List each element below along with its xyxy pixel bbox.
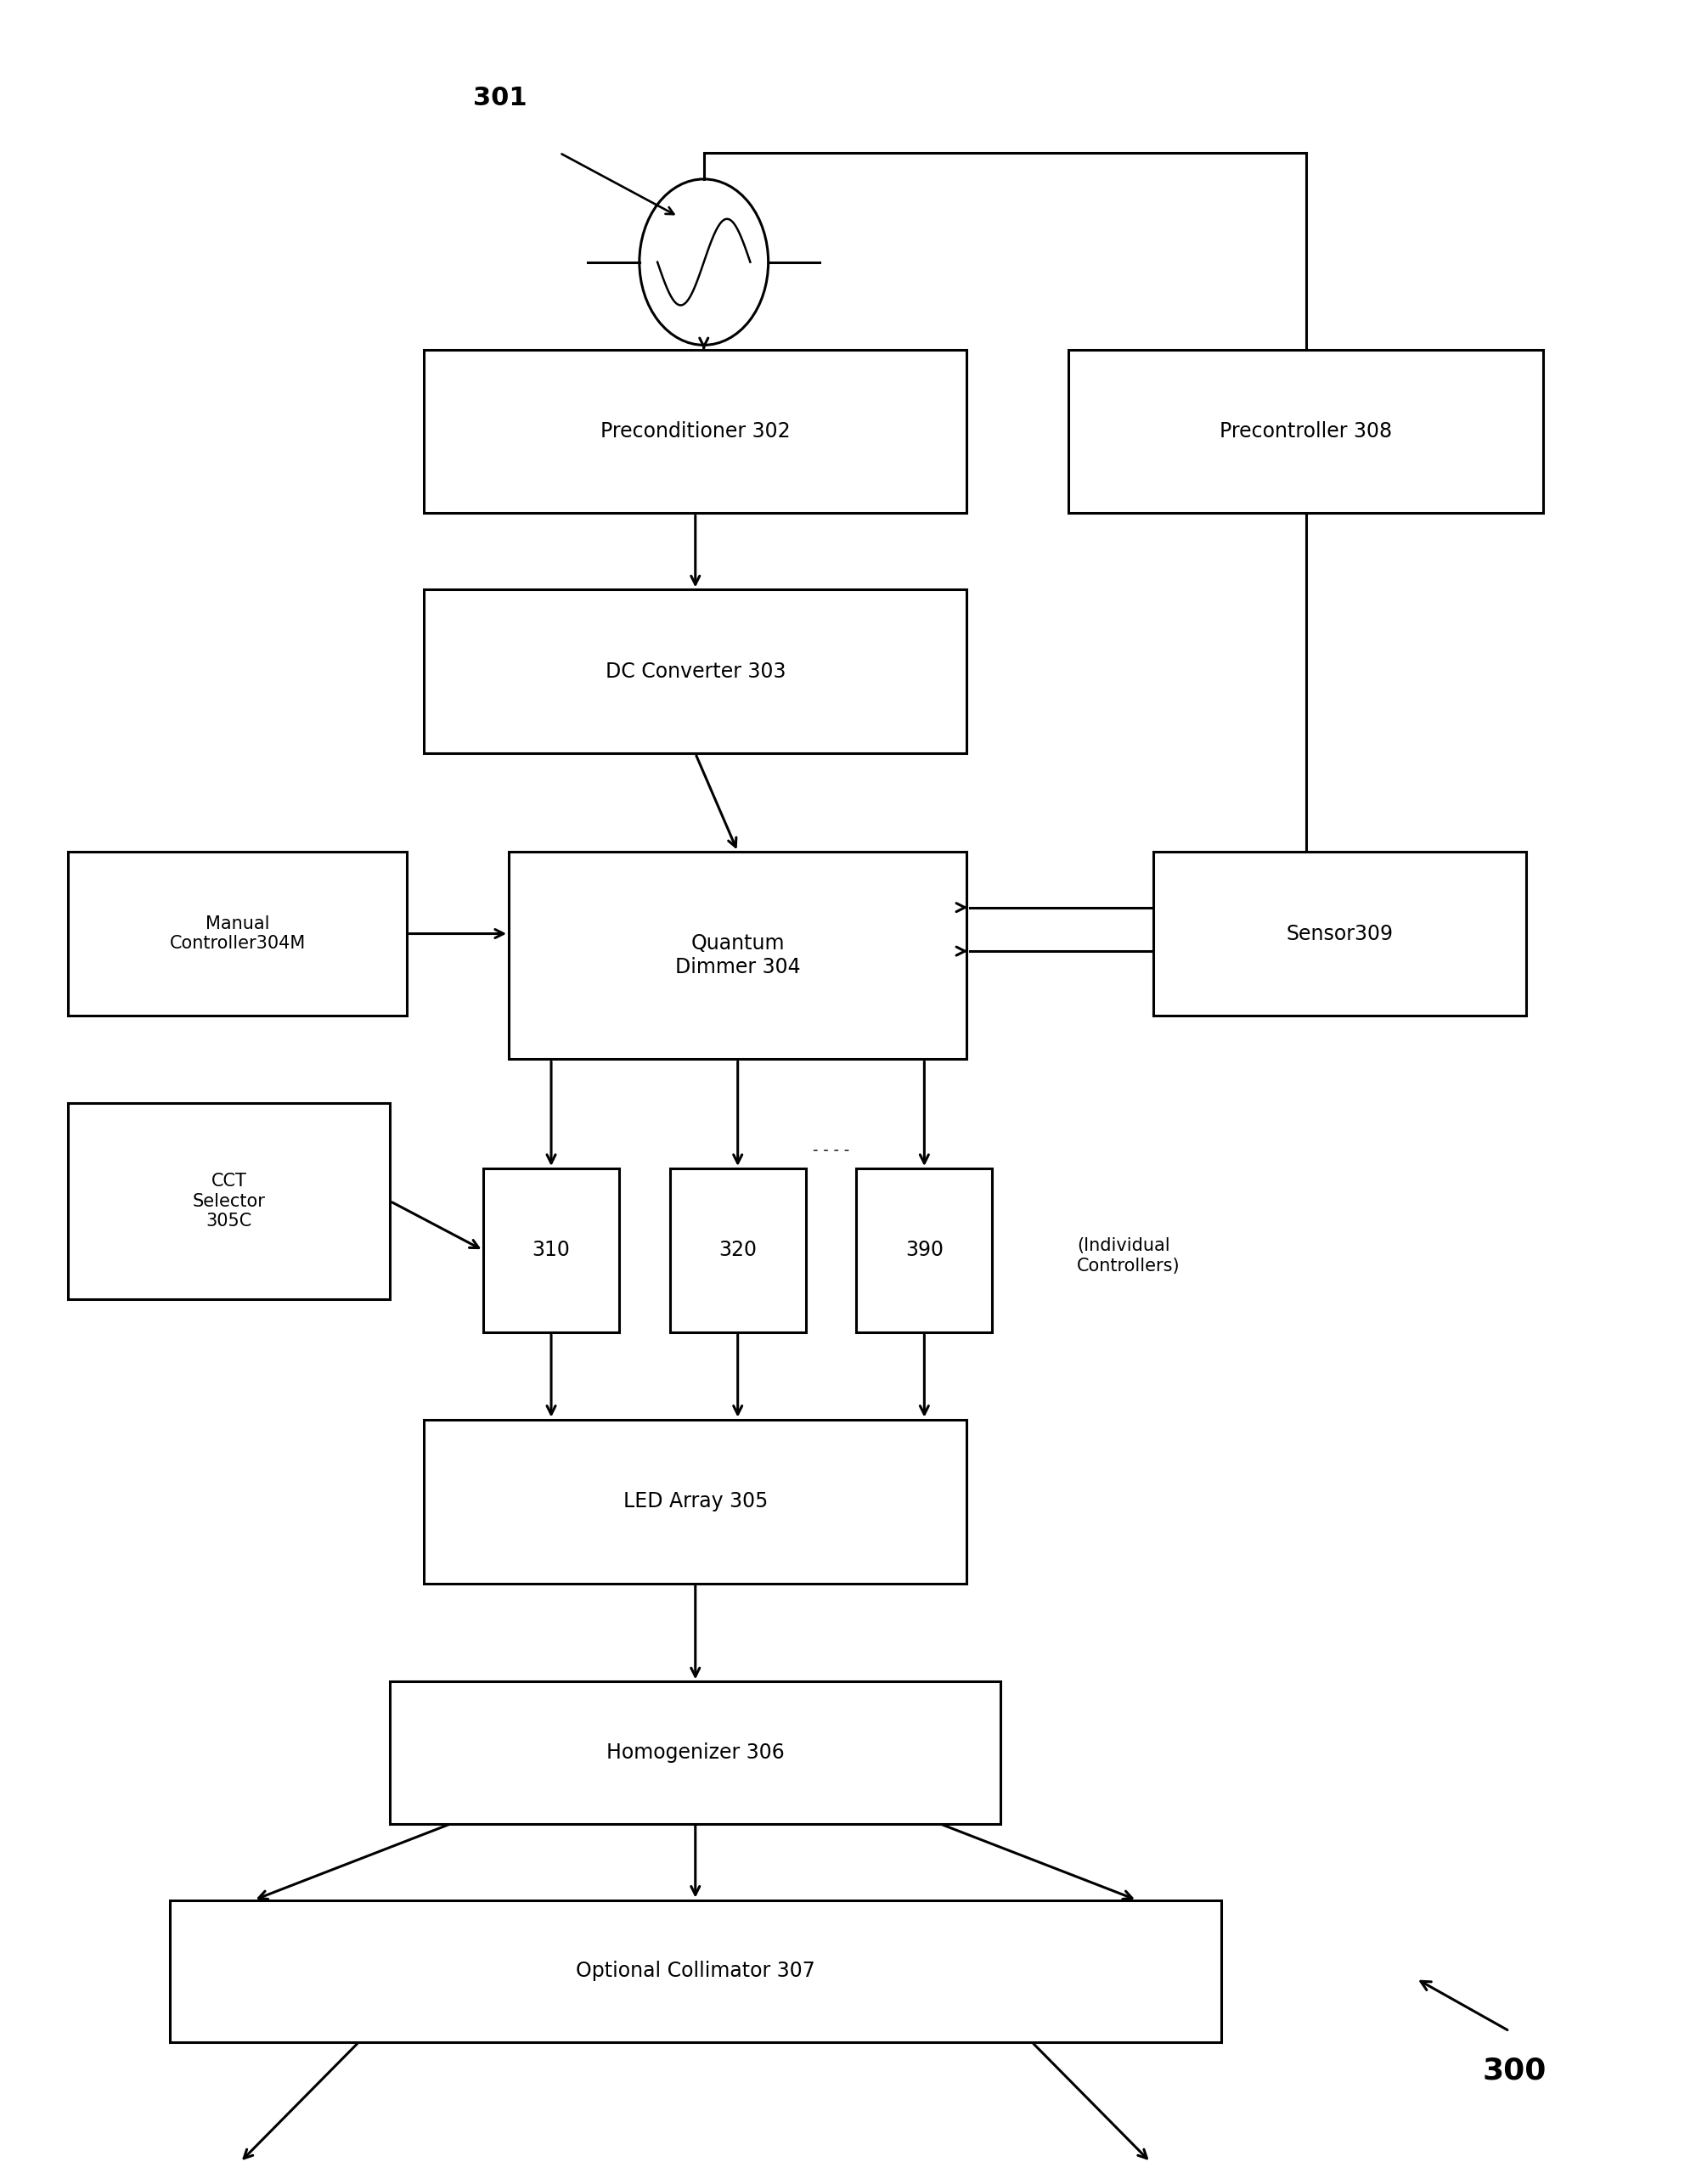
Text: Sensor309: Sensor309 <box>1286 924 1394 943</box>
FancyBboxPatch shape <box>670 1168 806 1332</box>
Text: Preconditioner 302: Preconditioner 302 <box>600 422 790 441</box>
FancyBboxPatch shape <box>170 1900 1221 2042</box>
Text: Homogenizer 306: Homogenizer 306 <box>605 1743 785 1762</box>
FancyBboxPatch shape <box>483 1168 619 1332</box>
FancyBboxPatch shape <box>424 1420 967 1583</box>
FancyBboxPatch shape <box>68 852 407 1016</box>
Text: LED Array 305: LED Array 305 <box>622 1492 768 1511</box>
Text: Manual
Controller304M: Manual Controller304M <box>170 915 305 952</box>
Text: 310: 310 <box>533 1241 570 1260</box>
FancyBboxPatch shape <box>68 1103 390 1299</box>
Text: 390: 390 <box>906 1241 943 1260</box>
FancyBboxPatch shape <box>856 1168 992 1332</box>
Text: - - - -: - - - - <box>812 1142 850 1158</box>
FancyBboxPatch shape <box>1153 852 1526 1016</box>
FancyBboxPatch shape <box>390 1682 1001 1824</box>
FancyBboxPatch shape <box>424 590 967 753</box>
Text: Precontroller 308: Precontroller 308 <box>1219 422 1392 441</box>
Text: Optional Collimator 307: Optional Collimator 307 <box>575 1961 816 1981</box>
Text: 320: 320 <box>719 1241 756 1260</box>
Text: Quantum
Dimmer 304: Quantum Dimmer 304 <box>675 933 801 978</box>
Text: 300: 300 <box>1482 2055 1547 2086</box>
Text: CCT
Selector
305C: CCT Selector 305C <box>192 1173 266 1230</box>
Text: DC Converter 303: DC Converter 303 <box>605 662 785 681</box>
FancyBboxPatch shape <box>424 349 967 513</box>
FancyBboxPatch shape <box>509 852 967 1059</box>
Text: (Individual
Controllers): (Individual Controllers) <box>1077 1238 1180 1273</box>
FancyBboxPatch shape <box>1068 349 1543 513</box>
Text: 301: 301 <box>473 85 527 111</box>
